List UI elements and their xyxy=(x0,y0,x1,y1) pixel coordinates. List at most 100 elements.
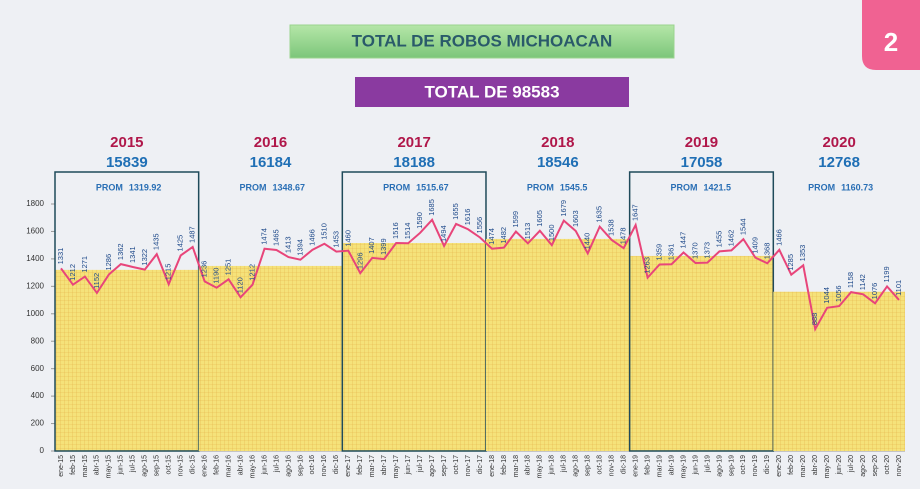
x-tick-label: dic-18 xyxy=(621,455,628,474)
data-label: 1353 xyxy=(798,245,807,262)
data-label: 1120 xyxy=(236,277,245,293)
data-label: 1685 xyxy=(427,199,436,216)
x-tick-label: sep-20 xyxy=(872,455,879,477)
year-total: 18546 xyxy=(537,154,579,171)
prom-value: 1515.67 xyxy=(416,182,449,192)
x-tick-label: oct-18 xyxy=(597,455,604,475)
year-label: 2019 xyxy=(685,134,718,151)
x-tick-label: dic-16 xyxy=(333,455,340,474)
average-bar xyxy=(55,269,199,451)
average-bar xyxy=(773,291,905,451)
data-label: 1322 xyxy=(140,249,149,266)
data-label: 1510 xyxy=(319,223,328,240)
data-label: 1465 xyxy=(271,229,280,246)
x-tick-label: nov-20 xyxy=(896,455,903,477)
data-label: 1462 xyxy=(726,230,735,247)
x-tick-label: oct-17 xyxy=(453,455,460,475)
x-tick-label: abr-16 xyxy=(237,455,244,475)
y-tick-label: 1200 xyxy=(26,281,44,290)
x-tick-label: ene-20 xyxy=(776,455,783,477)
data-label: 1440 xyxy=(583,233,592,250)
data-label: 1413 xyxy=(283,236,292,253)
x-tick-label: may-16 xyxy=(249,455,256,478)
x-tick-label: may-18 xyxy=(537,455,544,478)
x-tick-label: feb-19 xyxy=(644,455,651,475)
prom-value: 1160.73 xyxy=(841,182,873,192)
x-tick-label: ene-16 xyxy=(201,455,208,477)
data-label: 888 xyxy=(810,313,819,326)
x-tick-label: feb-20 xyxy=(788,455,795,475)
x-tick-label: jun-15 xyxy=(118,455,125,476)
data-label: 1158 xyxy=(846,272,855,288)
x-tick-label: abr-17 xyxy=(381,455,388,475)
x-tick-label: nov-16 xyxy=(321,455,328,477)
x-tick-label: mar-17 xyxy=(369,455,376,477)
x-tick-label: abr-18 xyxy=(525,455,532,475)
prom-value: 1348.67 xyxy=(272,182,305,192)
data-label: 1044 xyxy=(822,287,831,304)
x-tick-label: ago-16 xyxy=(285,455,292,477)
x-tick-label: sep-17 xyxy=(441,455,448,477)
x-tick-label: jul-15 xyxy=(130,455,137,473)
average-bar xyxy=(485,238,630,451)
x-tick-label: ene-17 xyxy=(345,455,352,477)
prom-value: 1319.92 xyxy=(129,182,162,192)
year-label: 2017 xyxy=(397,134,430,151)
x-tick-label: dic-17 xyxy=(477,455,484,474)
y-tick-label: 0 xyxy=(40,446,45,455)
x-tick-label: ene-15 xyxy=(58,455,65,477)
data-label: 1101 xyxy=(894,280,903,296)
data-label: 1635 xyxy=(595,206,604,223)
data-label: 1590 xyxy=(415,212,424,229)
year-label: 2018 xyxy=(541,134,574,151)
year-total: 16184 xyxy=(250,154,292,171)
x-tick-label: may-20 xyxy=(824,455,831,478)
x-tick-label: mar-16 xyxy=(225,455,232,477)
series-line xyxy=(60,217,900,333)
year-total: 15839 xyxy=(106,154,148,171)
x-tick-label: dic-15 xyxy=(190,455,197,474)
data-label: 1370 xyxy=(690,242,699,259)
x-tick-label: jun-17 xyxy=(405,455,412,476)
x-tick-label: jun-18 xyxy=(549,455,556,476)
data-label: 1616 xyxy=(463,209,472,226)
data-label: 1679 xyxy=(559,200,568,217)
x-tick-label: oct-19 xyxy=(740,455,747,475)
data-label: 1655 xyxy=(451,203,460,220)
year-label: 2015 xyxy=(110,134,143,151)
x-tick-label: feb-18 xyxy=(501,455,508,475)
x-tick-label: nov-19 xyxy=(752,455,759,477)
x-tick-label: ago-19 xyxy=(716,455,723,477)
x-tick-label: abr-19 xyxy=(668,455,675,475)
data-label: 1190 xyxy=(212,268,221,284)
data-label: 1199 xyxy=(882,266,891,282)
data-label: 1435 xyxy=(152,233,161,250)
data-label: 1212 xyxy=(68,264,77,281)
data-label: 1359 xyxy=(655,244,664,261)
data-label: 1056 xyxy=(834,285,843,302)
x-tick-label: feb-16 xyxy=(213,455,220,475)
prom-word: PROM xyxy=(383,182,410,192)
data-label: 1341 xyxy=(128,246,137,263)
year-label: 2020 xyxy=(822,134,855,151)
y-tick-label: 400 xyxy=(31,391,45,400)
data-label: 1409 xyxy=(750,237,759,254)
x-tick-label: oct-16 xyxy=(309,455,316,475)
data-label: 1482 xyxy=(499,227,508,244)
page-badge xyxy=(862,0,920,70)
y-tick-label: 1600 xyxy=(26,227,44,236)
page-number: 2 xyxy=(884,27,898,57)
data-label: 1466 xyxy=(774,229,783,246)
x-tick-label: jul-17 xyxy=(417,455,424,473)
data-label: 1538 xyxy=(607,219,616,236)
data-label: 1215 xyxy=(164,264,173,281)
data-label: 1603 xyxy=(571,210,580,227)
data-label: 1394 xyxy=(295,239,304,256)
data-label: 1556 xyxy=(475,217,484,234)
prom-value: 1421.5 xyxy=(703,182,731,192)
data-label: 1455 xyxy=(714,231,723,248)
x-tick-label: jun-20 xyxy=(836,455,843,476)
data-label: 1236 xyxy=(200,261,209,278)
year-total: 12768 xyxy=(818,154,860,171)
